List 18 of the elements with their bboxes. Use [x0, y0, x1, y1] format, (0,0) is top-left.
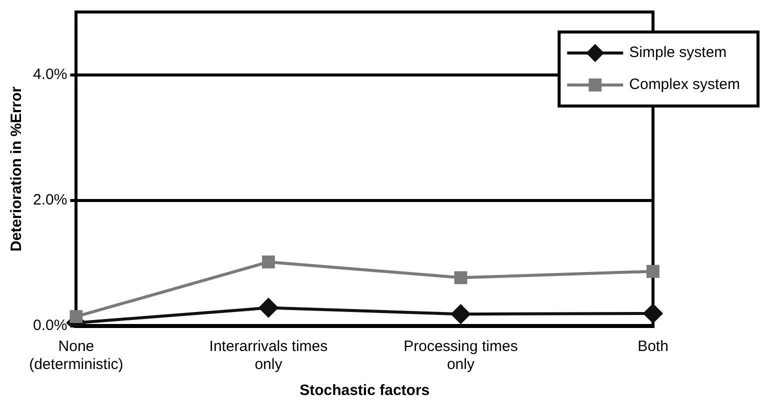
- point: [644, 304, 662, 323]
- x-tick-label: Processing times only: [404, 338, 518, 374]
- x-tick-label: None (deterministic): [29, 338, 124, 374]
- x-axis-title: Stochastic factors: [300, 382, 430, 400]
- x-tick-label: Interarrivals times only: [209, 338, 328, 374]
- y-axis-title: Deterioration in %Error: [8, 86, 26, 252]
- point: [454, 271, 468, 284]
- point: [646, 264, 660, 278]
- legend-label: Complex system: [629, 76, 740, 94]
- legend-label: Simple system: [629, 44, 727, 62]
- point: [70, 310, 83, 324]
- point: [451, 304, 470, 324]
- y-tick-label: 0.0%: [32, 317, 68, 334]
- y-tick-label: 2.0%: [32, 192, 68, 209]
- point: [262, 255, 275, 268]
- y-tick-label: 4.0%: [32, 66, 68, 83]
- x-tick-label: Both: [638, 338, 668, 356]
- point: [258, 298, 278, 318]
